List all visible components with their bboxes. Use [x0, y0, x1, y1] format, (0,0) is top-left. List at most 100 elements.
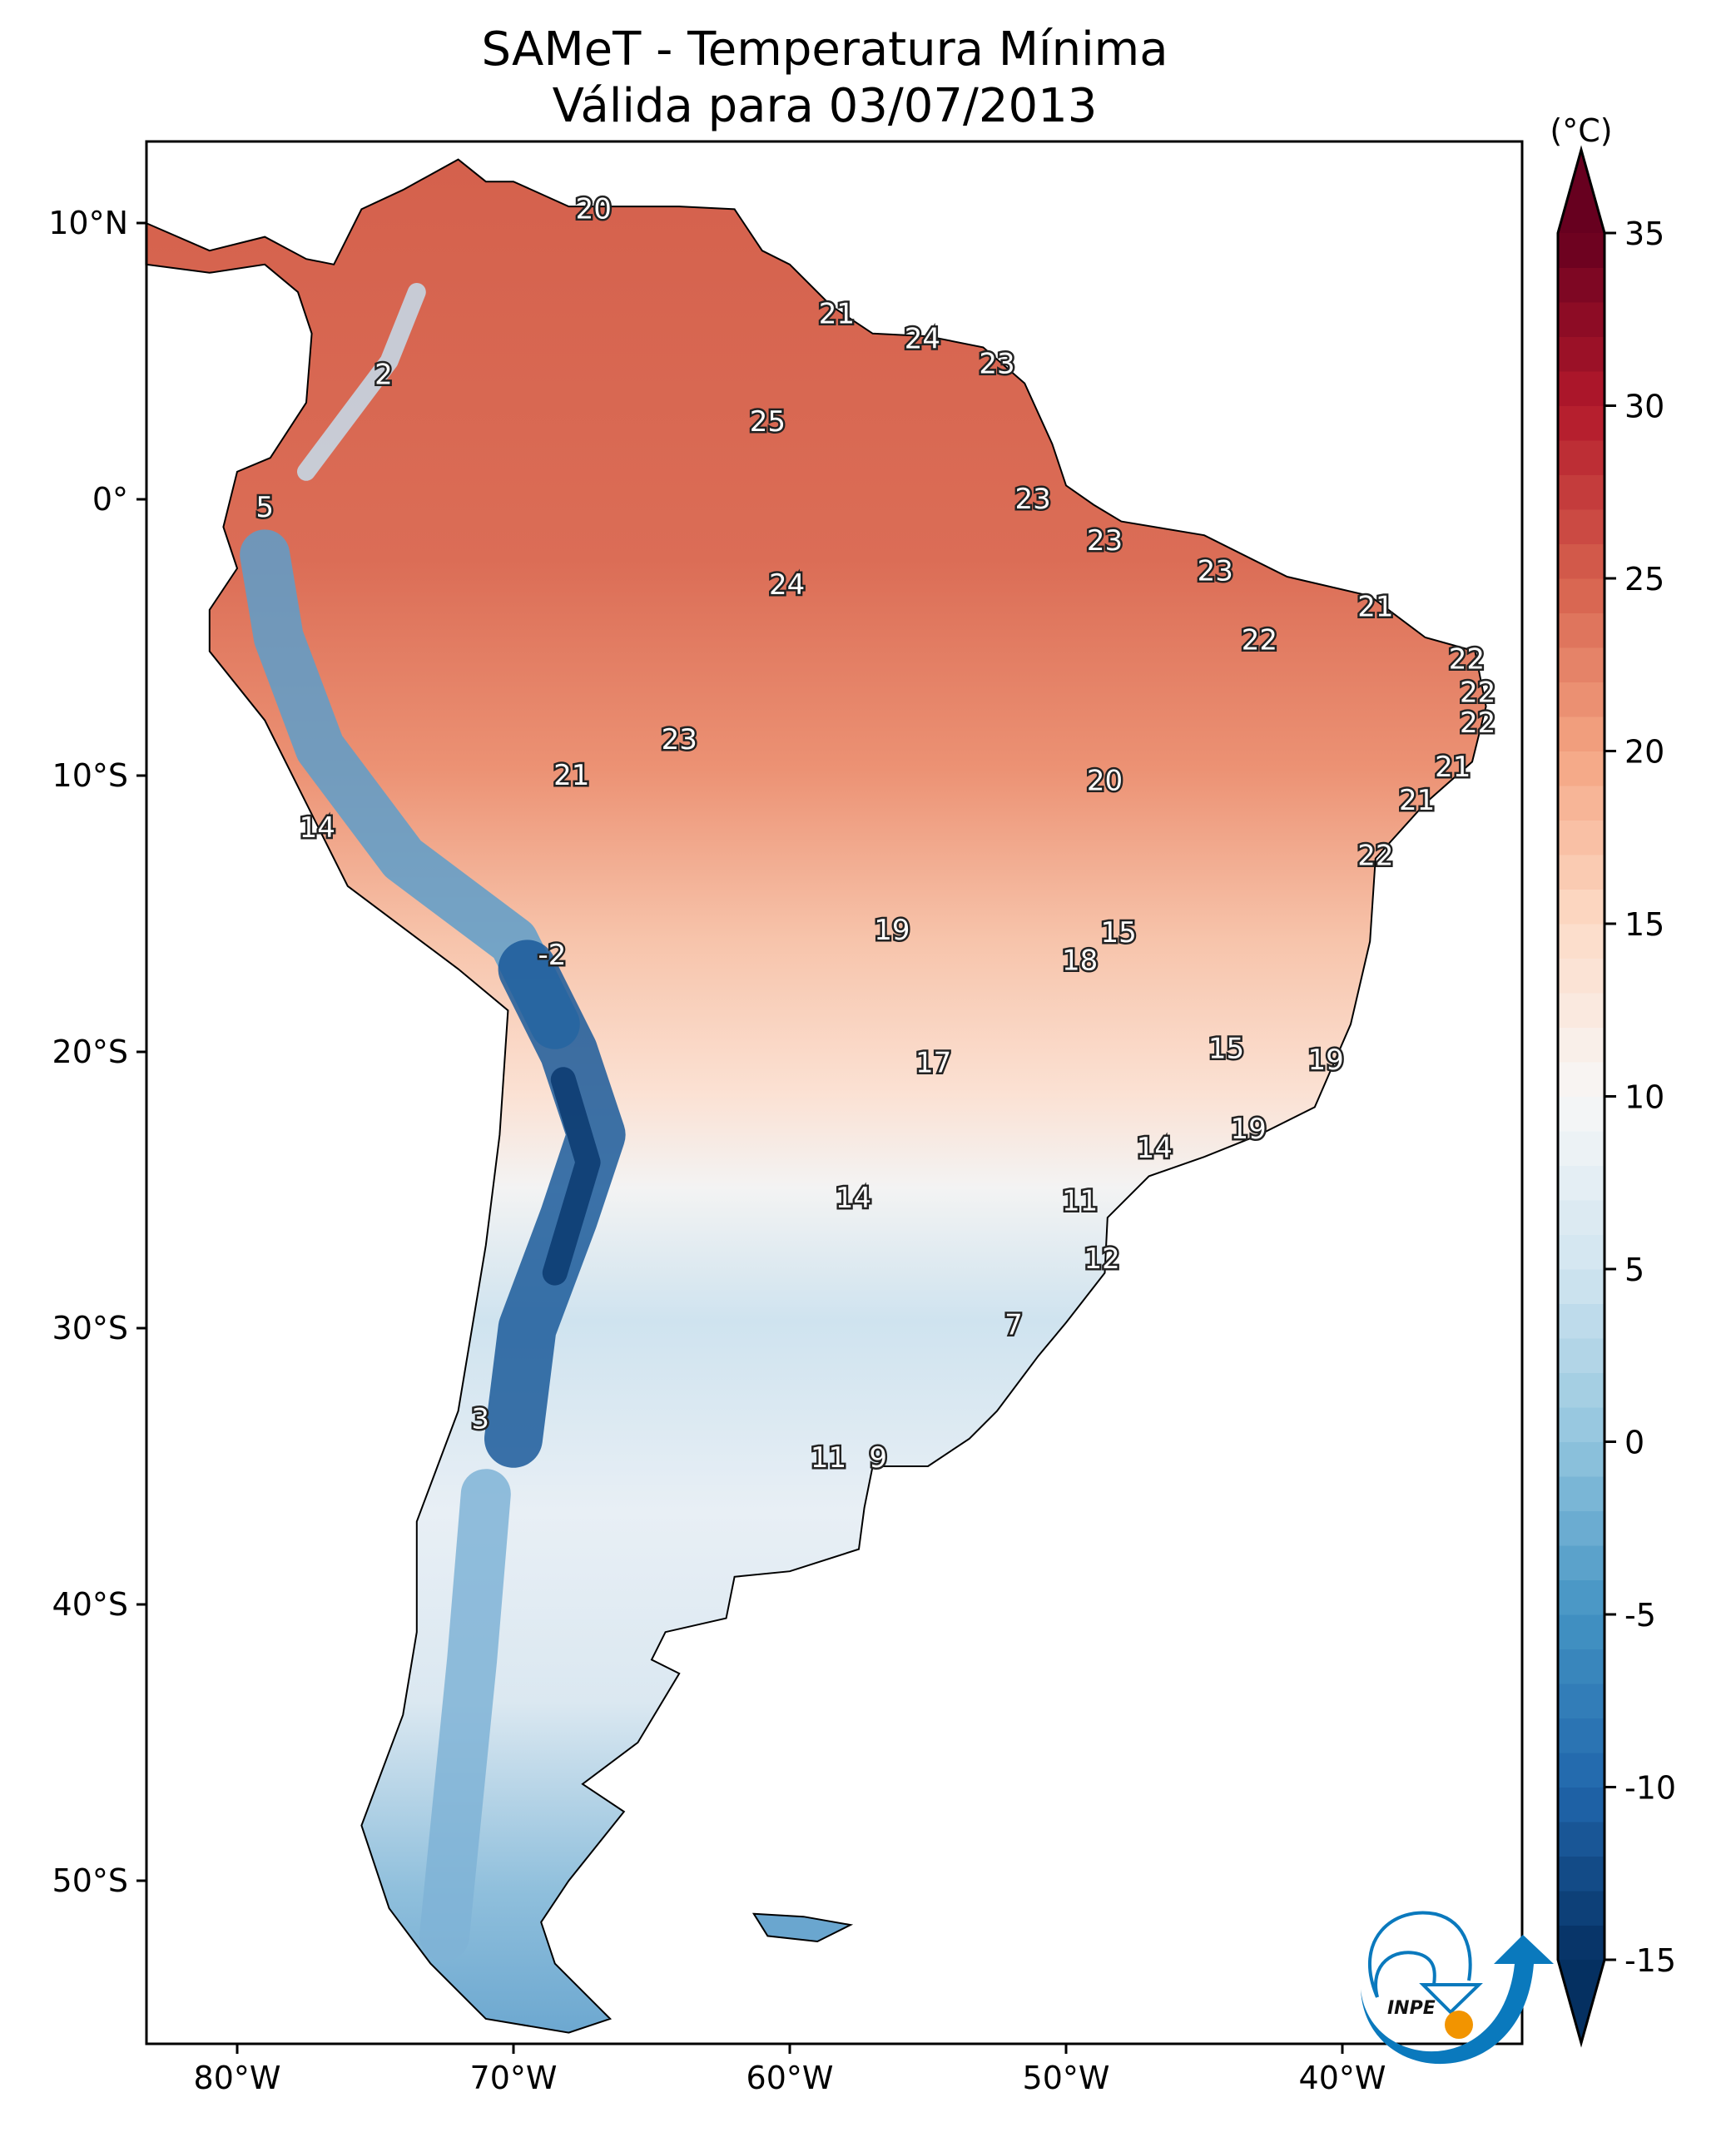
colorbar-segment [1558, 1614, 1605, 1649]
colorbar-segment [1558, 1441, 1605, 1477]
station-value-label: 11 [811, 1441, 846, 1475]
andes-cold-band [240, 283, 626, 1961]
lat-tick-label: 40°S [52, 1586, 128, 1623]
colorbar-segment [1558, 543, 1605, 579]
station-value-label: 12 [1084, 1242, 1120, 1276]
station-value-label: 19 [1307, 1044, 1343, 1077]
colorbar-tick-label: 20 [1624, 734, 1664, 771]
station-value-label: 24 [769, 568, 805, 602]
colorbar-segment [1558, 371, 1605, 406]
lon-tick-label: 50°W [1023, 2060, 1110, 2096]
station-value-label: 20 [576, 192, 612, 226]
colorbar-segment [1558, 1372, 1605, 1408]
station-value-label: 14 [1137, 1132, 1173, 1165]
colorbar-segment [1558, 1200, 1605, 1235]
coastline [145, 158, 1487, 2034]
colorbar-segment [1558, 958, 1605, 994]
colorbar-segment [1558, 682, 1605, 717]
colorbar-segment [1558, 647, 1605, 682]
station-value-label: 18 [1062, 944, 1098, 977]
colorbar-segment [1558, 233, 1605, 268]
colorbar-segment [1558, 1891, 1605, 1926]
map-frame [145, 140, 1524, 2045]
station-value-label: 7 [1004, 1309, 1023, 1342]
colorbar-segment [1558, 267, 1605, 303]
colorbar-segment [1558, 1165, 1605, 1201]
colorbar-segment [1558, 1338, 1605, 1373]
colorbar-extend-max [1558, 150, 1605, 233]
station-value-label: 11 [1062, 1184, 1098, 1217]
colorbar-tick-label: 0 [1624, 1425, 1644, 1461]
station-value-label: 20 [1087, 765, 1123, 798]
map-title: SAMeT - Temperatura Mínima [481, 22, 1168, 77]
colorbar-segment [1558, 1579, 1605, 1615]
station-value-label: 14 [836, 1182, 871, 1215]
colorbar-segment [1558, 578, 1605, 613]
station-value-label: 15 [1100, 916, 1136, 950]
station-value-label: 21 [819, 298, 855, 331]
station-value-label: 23 [979, 347, 1014, 380]
station-value-label: 2 [374, 359, 393, 392]
station-value-label: 25 [750, 405, 786, 439]
colorbar-segment [1558, 336, 1605, 372]
colorbar-segment [1558, 993, 1605, 1028]
station-value-label: -2 [538, 939, 567, 972]
colorbar-segment [1558, 612, 1605, 648]
station-value-label: 21 [553, 759, 589, 792]
lat-tick-label: 50°S [52, 1862, 128, 1899]
colorbar-tick-label: -15 [1624, 1942, 1676, 1979]
lat-tick-label: 0° [92, 481, 128, 518]
lon-tick-label: 70°W [470, 2060, 558, 2096]
colorbar-segment [1558, 1822, 1605, 1857]
colorbar-segment [1558, 440, 1605, 475]
colorbar-segment [1558, 1476, 1605, 1511]
colorbar-segment [1558, 405, 1605, 441]
colorbar-segment [1558, 855, 1605, 890]
station-value-label: 9 [869, 1441, 887, 1475]
falkland-islands [751, 1912, 854, 1943]
station-value-label: 23 [1087, 524, 1123, 558]
colorbar-segment [1558, 509, 1605, 544]
map-subtitle: Válida para 03/07/2013 [553, 79, 1098, 133]
lat-tick-label: 10°N [48, 205, 128, 241]
colorbar-segment [1558, 1753, 1605, 1788]
colorbar-segment [1558, 1683, 1605, 1718]
colorbar-segment [1558, 1131, 1605, 1166]
station-value-label: 21 [1357, 590, 1393, 623]
station-value-label: 23 [1198, 554, 1233, 588]
station-value-label: 19 [874, 914, 910, 947]
colorbar-tick-label: 25 [1624, 561, 1664, 598]
station-value-label: 22 [1460, 707, 1495, 740]
colorbar-extend-min [1558, 1960, 1605, 2043]
station-value-label: 21 [1399, 784, 1435, 817]
colorbar-segment [1558, 1234, 1605, 1270]
inpe-logo-text: INPE [1387, 1998, 1436, 2019]
colorbar-unit-label: (°C) [1550, 112, 1612, 149]
colorbar-tick-label: -5 [1624, 1597, 1656, 1634]
station-value-label: 21 [1435, 751, 1471, 784]
colorbar-segment [1558, 1925, 1605, 1961]
colorbar-tick-label: 10 [1624, 1079, 1664, 1116]
colorbar-tick-label: 15 [1624, 906, 1664, 943]
colorbar-segment [1558, 820, 1605, 855]
colorbar-segment [1558, 1027, 1605, 1063]
station-value-label: 22 [1460, 676, 1495, 709]
inpe-logo: INPE [1361, 1911, 1554, 2065]
colorbar-segment [1558, 751, 1605, 786]
lat-tick-label: 10°S [52, 757, 128, 794]
station-value-label: 15 [1208, 1033, 1244, 1066]
station-value-label: 23 [1015, 483, 1051, 516]
station-value-label: 22 [1357, 839, 1393, 872]
colorbar-segment [1558, 1269, 1605, 1304]
colorbar-segment [1558, 786, 1605, 821]
colorbar-segment [1558, 302, 1605, 337]
station-value-label: 22 [1449, 643, 1485, 677]
lat-tick-label: 20°S [52, 1034, 128, 1070]
station-value-label: 23 [662, 723, 697, 756]
station-value-label: 3 [471, 1403, 489, 1436]
colorbar-segment [1558, 1407, 1605, 1442]
colorbar-segment [1558, 717, 1605, 751]
station-value-label: 17 [915, 1046, 951, 1079]
colorbar: 35 30 25 20 15 10 5 0 -5 -10 -15 (°C) [1550, 112, 1676, 2048]
